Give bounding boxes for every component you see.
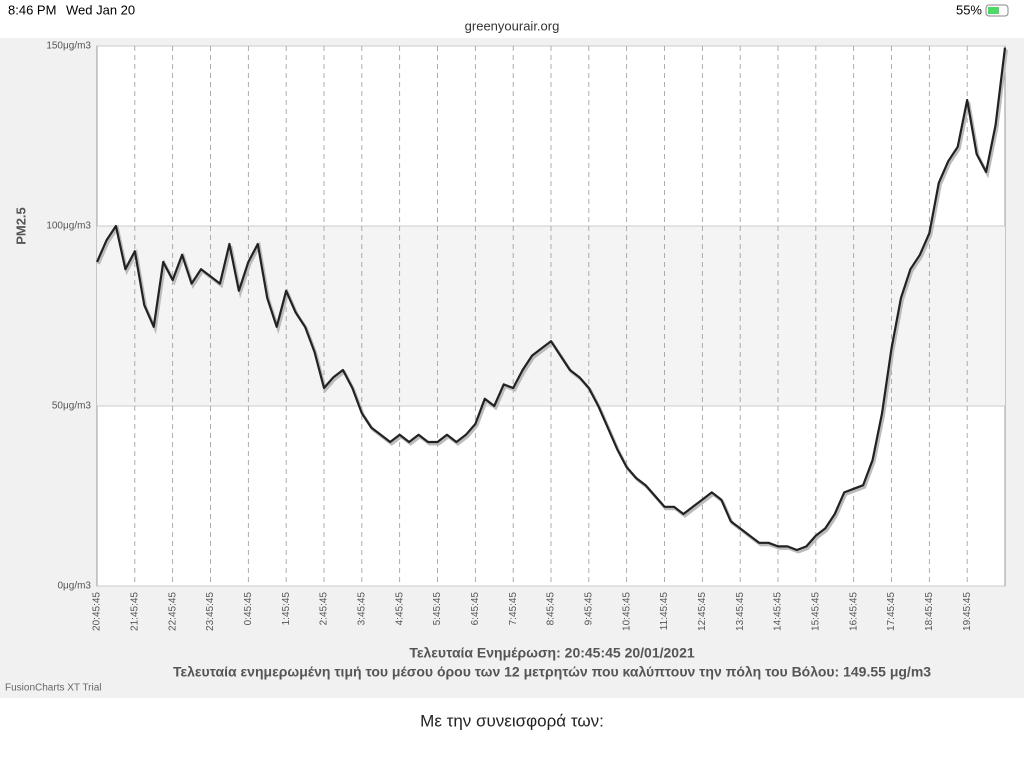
battery-icon — [985, 4, 1009, 17]
x-tick-label: 17:45:45 — [886, 592, 897, 631]
caption: Τελευταία Ενημέρωση: 20:45:45 20/01/2021 — [409, 645, 695, 661]
x-tick-label: 12:45:45 — [697, 592, 708, 631]
y-tick-label: 100μg/m3 — [46, 221, 91, 232]
credit: FusionCharts XT Trial — [5, 683, 102, 694]
x-tick-label: 2:45:45 — [319, 592, 330, 626]
subcaption: Τελευταία ενημερωμένη τιμή του μέσου όρο… — [173, 664, 931, 680]
x-tick-label: 20:45:45 — [92, 592, 103, 631]
x-tick-label: 3:45:45 — [356, 592, 367, 626]
x-tick-label: 8:45:45 — [546, 592, 557, 626]
status-date: Wed Jan 20 — [66, 2, 135, 17]
x-tick-label: 15:45:45 — [810, 592, 821, 631]
x-tick-label: 7:45:45 — [508, 592, 519, 626]
x-tick-label: 22:45:45 — [167, 592, 178, 631]
x-tick-label: 0:45:45 — [243, 592, 254, 626]
x-tick-label: 6:45:45 — [470, 592, 481, 626]
x-tick-label: 18:45:45 — [924, 592, 935, 631]
x-tick-label: 14:45:45 — [773, 592, 784, 631]
x-tick-label: 23:45:45 — [205, 592, 216, 631]
y-axis-label: PM2.5 — [13, 207, 28, 245]
data-line — [95, 47, 1007, 552]
y-tick-label: 0μg/m3 — [57, 581, 91, 592]
battery-fill — [988, 7, 999, 14]
x-tick-label: 16:45:45 — [848, 592, 859, 631]
y-tick-label: 150μg/m3 — [46, 41, 91, 52]
x-tick-label: 1:45:45 — [281, 592, 292, 626]
contributors: Με την συνεισφορά των: — [420, 711, 604, 730]
x-tick-label: 11:45:45 — [659, 592, 670, 631]
y-tick-label: 50μg/m3 — [52, 401, 92, 412]
battery-level: 55% — [956, 2, 982, 17]
x-tick-label: 21:45:45 — [129, 592, 140, 631]
x-tick-label: 10:45:45 — [621, 592, 632, 631]
x-tick-label: 19:45:45 — [962, 592, 973, 631]
x-tick-label: 5:45:45 — [432, 592, 443, 626]
chart: 0μg/m3 50μg/m3 100μg/m3 150μg/m3 20:45:45 21:… — [13, 41, 1008, 680]
x-tick-label: 9:45:45 — [583, 592, 594, 626]
x-tick-label: 13:45:45 — [735, 592, 746, 631]
url[interactable]: greenyourair.org — [465, 18, 560, 33]
x-tick-label: 4:45:45 — [394, 592, 405, 626]
status-bar — [0, 0, 1024, 38]
status-time: 8:46 PM — [8, 2, 56, 17]
